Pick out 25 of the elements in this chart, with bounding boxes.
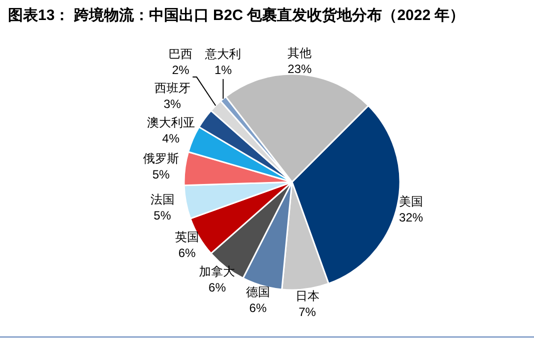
slice-label: 意大利 [204,47,242,62]
slice-label: 澳大利亚 [146,116,195,130]
slice-label: 德国 [246,285,270,300]
slice-label: 加拿大 [199,264,236,278]
data-label: 2% [172,63,190,78]
slice-label: 巴西 [168,47,193,62]
slice-label: 美国 [399,194,424,209]
data-label: 4% [162,132,180,146]
data-label: 5% [152,167,170,182]
data-label: 23% [288,62,312,76]
slice-label: 英国 [174,230,199,244]
data-label: 1% [214,63,232,78]
slice-label: 日本 [295,289,320,304]
data-label: 3% [164,97,182,112]
data-label: 7% [298,305,316,320]
slice-label: 其他 [288,46,312,60]
data-label: 6% [249,301,267,316]
data-label: 6% [208,280,226,294]
data-label: 6% [178,246,196,260]
data-label: 32% [399,210,424,225]
slice-label: 俄罗斯 [143,151,180,166]
data-label: 5% [154,208,172,223]
slice-label: 法国 [150,192,174,207]
slice-label: 西班牙 [154,81,190,96]
chart-title: 图表13： 跨境物流：中国出口 B2C 包裹直发收货地分布（2022 年） [8,6,465,24]
